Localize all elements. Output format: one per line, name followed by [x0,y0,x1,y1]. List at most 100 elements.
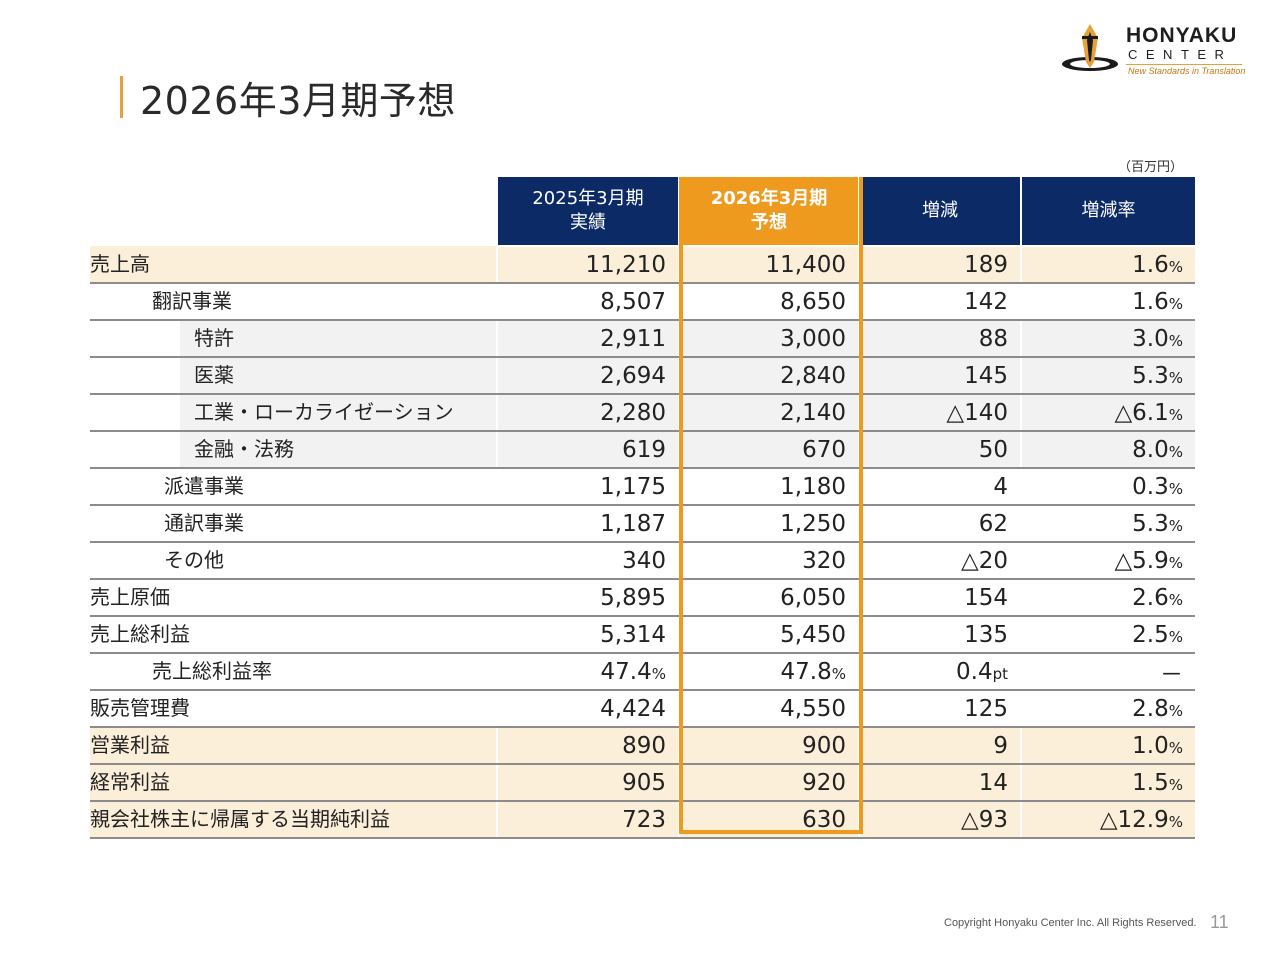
rate-cell-suffix: % [1168,553,1183,572]
change-cell: 9 [858,727,1021,765]
forecast-cell-suffix: % [831,664,846,683]
rate-cell-value: 3.0 [1132,325,1169,352]
rate-cell: 2.6% [1020,579,1195,617]
row-label: 親会社株主に帰属する当期純利益 [90,807,390,831]
forecast-cell: 320 [678,542,859,580]
change-cell-value: 189 [964,251,1008,278]
change-cell: △140 [858,394,1021,432]
forecast-cell: 900 [678,727,859,765]
table-row: 経常利益 905 920 14 1.5% [90,764,1195,802]
change-cell: 88 [858,320,1021,358]
actual-cell-value: 890 [622,732,666,759]
row-label-cell: 売上原価 [90,579,497,617]
actual-cell-value: 5,895 [600,584,666,611]
table-row: 親会社株主に帰属する当期純利益 723 630 △93 △12.9% [90,801,1195,839]
table-row: その他 340 320 △20 △5.9% [90,542,1195,580]
actual-cell: 890 [496,727,679,765]
rate-cell-value: 1.5 [1132,769,1169,796]
row-label-cell: 売上総利益率 [90,653,497,691]
table-row: 翻訳事業 8,507 8,650 142 1.6% [90,283,1195,321]
row-label: 売上原価 [90,585,170,609]
change-cell-value: 142 [964,288,1008,315]
forecast-cell-value: 8,650 [780,288,846,315]
actual-cell-value: 1,175 [600,473,666,500]
rate-cell-value: 2.6 [1132,584,1169,611]
actual-cell: 723 [496,801,679,839]
forecast-cell: 6,050 [678,579,859,617]
row-label-cell: 特許 [90,320,497,358]
actual-cell: 340 [496,542,679,580]
actual-cell-suffix: % [651,664,666,683]
rate-cell-value: 5.3 [1132,510,1169,537]
forecast-cell: 2,140 [678,394,859,432]
rate-cell-suffix: % [1168,738,1183,757]
actual-cell: 2,911 [496,320,679,358]
actual-cell: 905 [496,764,679,802]
actual-cell-value: 5,314 [600,621,666,648]
table-row: 金融・法務 619 670 50 8.0% [90,431,1195,469]
forecast-cell-value: 320 [802,547,846,574]
change-cell-value: 0.4 [956,658,993,685]
row-label: 売上総利益率 [152,659,272,683]
row-label: 特許 [180,321,496,355]
change-cell: 125 [858,690,1021,728]
actual-cell: 4,424 [496,690,679,728]
change-cell: 154 [858,579,1021,617]
table-row: 販売管理費 4,424 4,550 125 2.8% [90,690,1195,728]
actual-cell: 2,280 [496,394,679,432]
rate-cell-suffix: % [1168,775,1183,794]
rate-cell: 1.5% [1020,764,1195,802]
rate-cell-value: 0.3 [1132,473,1169,500]
actual-cell-value: 2,911 [600,325,666,352]
table-row: 工業・ローカライゼーション 2,280 2,140 △140 △6.1% [90,394,1195,432]
change-cell-value: 62 [978,510,1008,537]
forecast-cell: 920 [678,764,859,802]
rate-cell-value: 8.0 [1132,436,1169,463]
header-actual: 2025年3月期 実績 [496,177,679,247]
header-change-label: 増減 [922,200,958,221]
change-cell-value: △93 [961,806,1008,833]
forecast-cell: 11,400 [678,246,859,284]
row-label: 販売管理費 [90,696,190,720]
header-actual-label: 2025年3月期 実績 [532,188,644,233]
header-rate-label: 増減率 [1081,200,1136,221]
rate-cell-value: 5.3 [1132,362,1169,389]
rate-cell-value: 1.6 [1132,251,1169,278]
row-label: その他 [164,548,224,572]
rate-cell-value: △6.1 [1114,399,1169,426]
row-label: 医薬 [180,358,496,392]
actual-cell-value: 2,694 [600,362,666,389]
header-forecast-label: 2026年3月期 予想 [710,188,828,233]
rate-cell: 5.3% [1020,357,1195,395]
change-cell-value: △140 [946,399,1008,426]
rate-cell-suffix: % [1168,294,1183,313]
forecast-cell-value: 900 [802,732,846,759]
change-cell: 62 [858,505,1021,543]
logo-name: HONYAKU [1126,24,1238,47]
unit-label: （百万円） [1118,160,1184,175]
actual-cell-value: 723 [622,806,666,833]
rate-cell: － [1020,653,1195,691]
change-cell-value: 88 [978,325,1008,352]
table-row: 売上原価 5,895 6,050 154 2.6% [90,579,1195,617]
change-cell-value: 9 [993,732,1008,759]
change-cell-value: 125 [964,695,1008,722]
forecast-cell-value: 630 [802,806,846,833]
forecast-cell: 8,650 [678,283,859,321]
page-number: 11 [1210,912,1229,932]
rate-cell: 5.3% [1020,505,1195,543]
actual-cell-value: 905 [622,769,666,796]
change-cell-value: 14 [978,769,1008,796]
header-rate: 増減率 [1020,177,1195,247]
company-logo: HONYAKU CENTER New Standards in Translat… [1060,22,1250,82]
rate-cell-value: △12.9 [1099,806,1169,833]
change-cell: 14 [858,764,1021,802]
forecast-cell: 47.8% [678,653,859,691]
table-row: 売上総利益率 47.4% 47.8% 0.4pt － [90,653,1195,691]
forecast-cell-value: 2,840 [780,362,846,389]
change-cell: 4 [858,468,1021,506]
row-label: 派遣事業 [164,474,244,498]
change-cell: △20 [858,542,1021,580]
rate-cell-suffix: % [1168,516,1183,535]
row-label-cell: 親会社株主に帰属する当期純利益 [90,801,497,839]
